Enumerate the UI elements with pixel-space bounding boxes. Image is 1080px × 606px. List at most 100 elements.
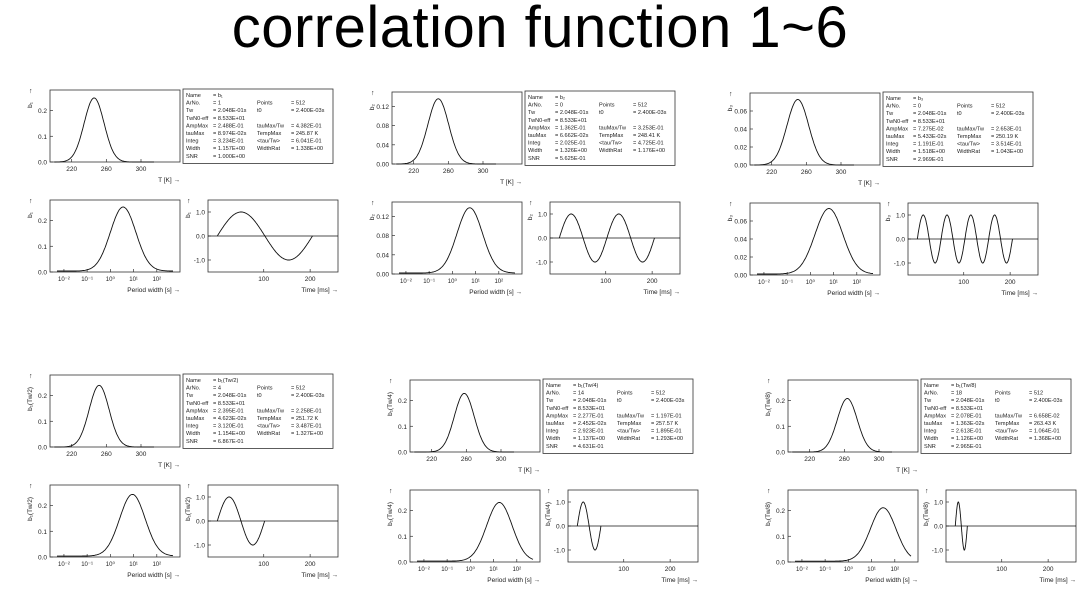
panel-2-info-cell: TempMax <box>599 133 623 139</box>
panel-6-period-ytick-label: 0.2 <box>776 508 785 515</box>
panel-4-period-frame <box>49 484 181 558</box>
panel-5-info-cell: = 512 <box>651 391 665 397</box>
panel-5-period-xlabel: Period width [s] → <box>487 577 540 584</box>
panel-3-info-cell: tauMax/Tw <box>957 126 985 132</box>
panel-1-time-ytick-label: 1.0 <box>196 210 205 217</box>
panel-1-period-xlabel: Period width [s] → <box>127 287 180 294</box>
panel-3-time-ytick-label: -1.0 <box>894 261 906 268</box>
panel-1-info-cell: = 2.048E-01s <box>213 108 247 114</box>
panel-5-info-cell: = 257.57 K <box>651 421 678 427</box>
panel-6-time-ytick-label: -1.0 <box>932 548 944 555</box>
panel-3-info-cell: = 8.533E+01 <box>913 119 945 125</box>
panel-5-time-ytick-label: 0.0 <box>556 524 565 531</box>
panel-2-info-cell: = 3.253E-01 <box>633 125 664 131</box>
panel-1-info-cell: TwN0-eff <box>186 116 209 122</box>
panel-1-info-cell: = 6.041E-01 <box>291 139 322 145</box>
panel-3-info-cell: Tw <box>886 111 894 117</box>
panel-2-info-cell: Points <box>599 103 615 109</box>
panel-6-info-cell: = 18 <box>951 391 962 397</box>
panel-1-temp-curve <box>54 97 154 163</box>
panel-6-info-cell: = 2.048E-01s <box>951 398 985 404</box>
panel-5-temp-ylabel: b₁(Tw/4) <box>387 392 394 416</box>
panel-4-info-cell: = 1.154E+00 <box>213 431 245 437</box>
panel-3-temp-yarrow: ↑ <box>729 91 733 98</box>
panel-3-info-cell: = 0 <box>913 104 921 110</box>
panel-5-period-ytick-label: 0.1 <box>398 534 407 541</box>
panel-2-period-ytick-label: 0.12 <box>376 214 389 221</box>
panel-4-period-curve <box>57 493 174 557</box>
panel-6-time-curve <box>954 501 968 551</box>
panel-1-period-xtick-label: 10⁻¹ <box>81 277 93 283</box>
panel-6-info-cell: = 2.400E-03s <box>1029 398 1063 404</box>
panel-3-period-curve <box>757 208 874 275</box>
panel-5-period-xtick-label: 10¹ <box>489 567 498 573</box>
panel-4-time-ytick-label: 1.0 <box>196 495 205 502</box>
panel-5-time-ytick-label: 1.0 <box>556 500 565 507</box>
panel-6-info-cell: SNR <box>924 444 936 450</box>
panel-2-info-cell: = 5.625E-01 <box>555 156 586 162</box>
panel-2-info-cell: = b₂ <box>555 95 565 101</box>
panel-5-info-cell: TempMax <box>617 421 641 427</box>
panel-5-time-yarrow: ↑ <box>547 488 551 495</box>
panel-3-time-xtick-label: 100 <box>958 279 969 286</box>
panel-4-info-cell: = 2.258E-01 <box>291 408 322 414</box>
panel-5-temp-xtick-label: 220 <box>426 456 437 463</box>
panel-6-period-xtick-label: 10¹ <box>867 567 876 573</box>
panel-2-temp-yarrow: ↑ <box>371 90 375 97</box>
panel-3-period-frame <box>749 202 881 276</box>
panel-3-temp-xtick-label: 220 <box>766 169 777 176</box>
panel-3-temp-xtick-label: 260 <box>801 169 812 176</box>
panel-6-period-ytick-label: 0.1 <box>776 534 785 541</box>
panel-1-period-curve <box>57 206 173 272</box>
panel-3-temp-ytick-label: 0.00 <box>734 163 747 170</box>
panel-1-period-ytick-label: 0.0 <box>38 270 47 277</box>
panel-2-time-curve <box>558 213 655 263</box>
panel-1-period-ytick-label: 0.1 <box>38 244 47 251</box>
panel-1-info-cell: = 512 <box>291 101 305 107</box>
panel-4-info-cell: = 3.120E-01 <box>213 424 244 430</box>
panel-2-time-ylabel: b₂ <box>527 214 534 221</box>
panel-2-time-xtick-label: 200 <box>647 278 658 285</box>
panel-5-temp-frame <box>409 379 541 453</box>
panel-4-period-ylabel: b₁(Tw/2) <box>27 497 34 521</box>
panel-1-info-cell: = 4.382E-01 <box>291 123 322 129</box>
panel-1-time-curve <box>216 211 313 261</box>
panel-3-time-yarrow: ↑ <box>887 201 891 208</box>
panel-2-period-xlabel: Period width [s] → <box>469 289 522 296</box>
panel-3-temp-ytick-label: 0.06 <box>734 109 747 116</box>
panel-1: 220 260 300 0.0 0.1 0.2 b₁ ↑ T [K] → Name = b₁ ArNo… <box>27 88 339 294</box>
panel-4-info-cell: TempMax <box>257 416 281 422</box>
panel-4-info-cell: WidthRat <box>257 431 280 437</box>
panel-6-info-cell: = 512 <box>1029 391 1043 397</box>
panel-5-period-xtick-label: 10² <box>512 567 521 573</box>
panel-6-temp-ytick-label: 0.1 <box>776 424 785 431</box>
panel-3-info-cell: TempMax <box>957 134 981 140</box>
panel-4-info-cell: Integ <box>186 424 198 430</box>
panel-6-info-cell: = 8.533E+01 <box>951 406 983 412</box>
panel-1-info-cell: = 1.157E+00 <box>213 146 245 152</box>
panel-6-period-xtick-label: 10⁰ <box>844 566 854 573</box>
panel-5-info-cell: = b₁(Tw/4) <box>573 383 598 389</box>
panel-2-temp-ytick-label: 0.12 <box>376 104 389 111</box>
panel-6-period-ytick-label: 0.0 <box>776 560 785 567</box>
panel-1-info-cell: = 245.87 K <box>291 131 318 137</box>
panel-6-time-ytick-label: 0.0 <box>934 524 943 531</box>
panel-1-info-cell: = b₁ <box>213 93 223 99</box>
panel-5-temp-xlabel: T [K] → <box>518 467 540 474</box>
panel-6-info-cell: Tw <box>924 398 932 404</box>
panel-6: 220 260 300 0.0 0.1 0.2 b₁(Tw/8) ↑ T [K] → Name = … <box>765 378 1077 584</box>
panel-5-temp-xtick-label: 260 <box>461 456 472 463</box>
panel-3-info-cell: = 2.653E-01 <box>991 126 1022 132</box>
panel-4-temp-xlabel: T [K] → <box>158 462 180 469</box>
panel-3-period-ylabel: b₃ <box>727 215 734 222</box>
panel-2-period-ytick-label: 0.08 <box>376 233 389 240</box>
panel-1-info-cell: = 2.488E-01 <box>213 123 244 129</box>
panel-4-info-cell: = 6.867E-01 <box>213 439 244 445</box>
panel-3-period-xlabel: Period width [s] → <box>827 290 880 297</box>
panel-3-info-cell: = 5.433E-02s <box>913 134 947 140</box>
panel-5-temp-curve <box>414 392 514 453</box>
panel-5-info-cell: = 8.533E+01 <box>573 406 605 412</box>
panel-2-period-xtick-label: 10⁻² <box>400 279 412 285</box>
panel-4-period-ytick-label: 0.1 <box>38 529 47 536</box>
panel-4-info-cell: = 2.048E-01s <box>213 393 247 399</box>
